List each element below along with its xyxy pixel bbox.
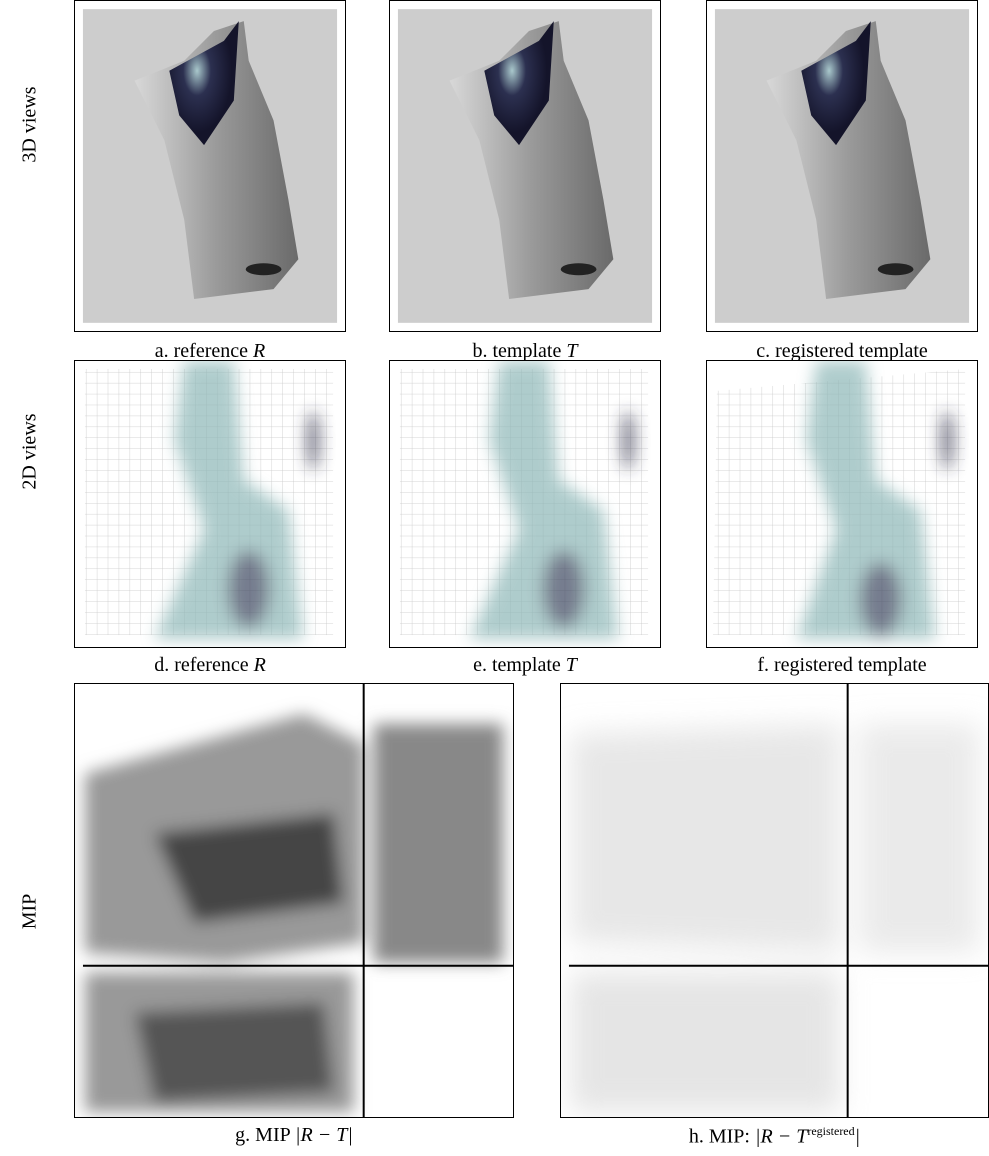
caption-prefix: d. reference xyxy=(154,654,253,676)
caption-math: T xyxy=(566,654,577,676)
panel-art xyxy=(75,684,513,1117)
caption: d. reference R xyxy=(74,654,346,677)
figure: 3D views 2D views MIP a. reference Rb. temp… xyxy=(0,0,989,1156)
panel-image xyxy=(706,0,978,332)
panel-image xyxy=(74,0,346,332)
caption-prefix: a. reference xyxy=(155,340,253,362)
caption-prefix: c. registered template xyxy=(756,340,928,362)
caption-math: R xyxy=(254,654,266,676)
caption: g. MIP |R − T| xyxy=(74,1124,514,1147)
caption-prefix: f. registered template xyxy=(757,654,926,676)
row-label: MIP xyxy=(19,852,42,972)
panel-image xyxy=(706,360,978,648)
panel-art xyxy=(390,1,660,331)
panel-image xyxy=(74,360,346,648)
caption: h. MIP: |R − Tregistered| xyxy=(560,1124,989,1149)
panel-art xyxy=(75,1,345,331)
panel-art xyxy=(707,361,977,647)
caption-prefix: h. MIP: xyxy=(689,1126,755,1148)
caption-sup: registered xyxy=(807,1124,854,1138)
panel-image xyxy=(389,0,661,332)
caption-prefix: b. template xyxy=(473,340,567,362)
panel-image xyxy=(74,683,514,1118)
caption-prefix: g. MIP xyxy=(235,1124,295,1146)
panel-art xyxy=(390,361,660,647)
panel-image xyxy=(389,360,661,648)
row-label: 3D views xyxy=(19,65,42,185)
panel-image xyxy=(560,683,989,1118)
panel-art xyxy=(561,684,988,1117)
caption-math: |R − T| xyxy=(295,1124,353,1146)
caption-suffix: | xyxy=(855,1126,861,1148)
panel-art xyxy=(707,1,977,331)
caption: e. template T xyxy=(389,654,661,677)
caption-math: R xyxy=(253,340,265,362)
row-label: 2D views xyxy=(19,392,42,512)
caption-math: |R − T xyxy=(755,1126,807,1148)
caption-prefix: e. template xyxy=(473,654,566,676)
caption: f. registered template xyxy=(706,654,978,677)
panel-art xyxy=(75,361,345,647)
caption-math: T xyxy=(566,340,577,362)
